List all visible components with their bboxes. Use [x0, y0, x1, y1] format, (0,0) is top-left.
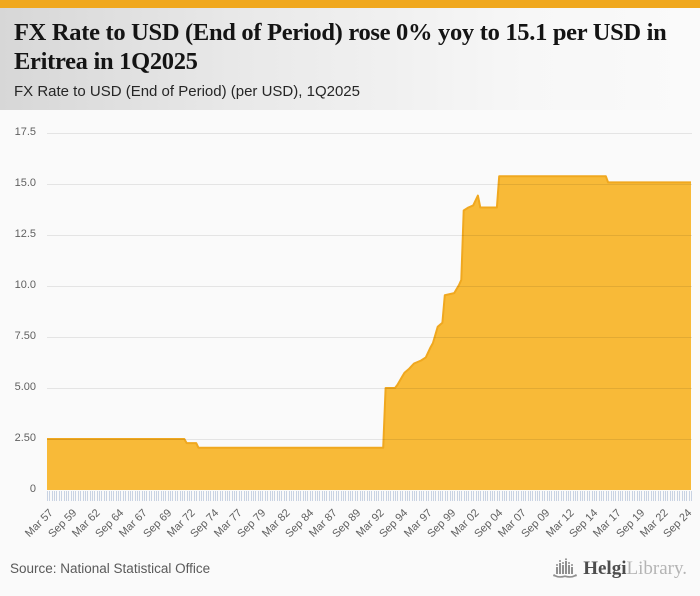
helgi-library-logo-icon — [553, 557, 578, 578]
y-axis-label: 7.50 — [14, 330, 36, 342]
chart-subtitle: FX Rate to USD (End of Period) (per USD)… — [14, 83, 360, 101]
logo-text: HelgiLibrary. — [583, 559, 687, 578]
y-axis-label: 12.5 — [14, 228, 36, 240]
area-series[interactable] — [47, 176, 691, 490]
logo-text-library: Library. — [626, 557, 688, 579]
y-axis-label: 10.0 — [14, 279, 36, 291]
x-axis: Mar 57 Sep 59 Mar 62 Sep 64 Mar 67 Sep 69 Mar … — [23, 507, 695, 546]
footer: Source: National Statistical Office — [0, 546, 700, 596]
y-axis-label: 5.00 — [14, 381, 36, 393]
y-axis-label: 0 — [29, 483, 36, 495]
plot-area[interactable] — [47, 125, 692, 490]
y-axis-label: 17.5 — [14, 126, 36, 138]
y-axis-label: 2.50 — [14, 432, 36, 444]
source-note: Source: National Statistical Office — [10, 560, 211, 576]
chart: 0 2.50 5.00 7.50 10.0 12.5 15.0 17.5 Mar 57 Sep … — [0, 110, 700, 546]
page-title: FX Rate to USD (End of Period) rose 0% y… — [14, 19, 667, 75]
header: FX Rate to USD (End of Period) rose 0% y… — [0, 8, 700, 110]
area-series-line — [47, 175, 691, 449]
logo-text-helgi: Helgi — [583, 557, 627, 579]
y-axis-label: 15.0 — [14, 177, 36, 189]
minor-tick-comb — [47, 491, 692, 501]
accent-topbar — [0, 0, 700, 8]
helgi-library-logo[interactable]: HelgiLibrary. — [552, 557, 687, 579]
